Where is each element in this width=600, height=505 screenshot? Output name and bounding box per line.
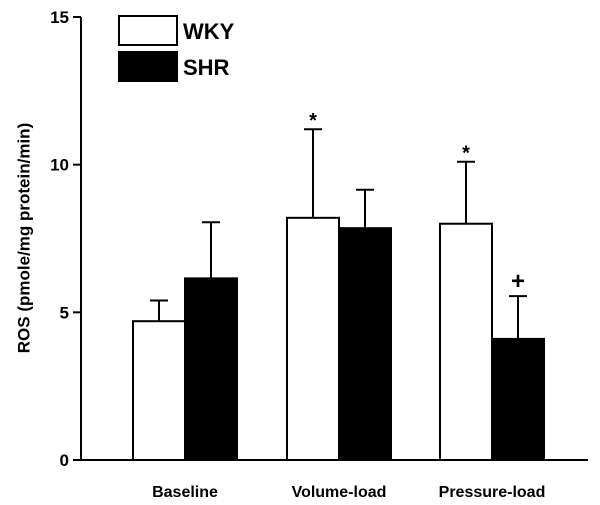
bar-shr bbox=[338, 227, 392, 461]
bar-shr bbox=[491, 337, 545, 461]
significance-markers: * * + bbox=[309, 110, 525, 295]
error-bars bbox=[150, 128, 527, 339]
x-category-label: Volume-load bbox=[292, 484, 387, 501]
bar-wky bbox=[439, 222, 493, 461]
y-tick-label: 5 bbox=[60, 303, 69, 322]
category-labels: Baseline Volume-load Pressure-load bbox=[152, 484, 545, 501]
y-tick-label: 15 bbox=[50, 8, 69, 27]
legend-label-wky: WKY bbox=[183, 19, 235, 44]
y-tick-label: 10 bbox=[50, 156, 69, 175]
significance-plus-marker: + bbox=[511, 268, 525, 295]
y-axis-label: ROS (pmole/mg protein/min) bbox=[14, 123, 33, 353]
bar-wky bbox=[286, 216, 340, 461]
legend-swatch-wky bbox=[118, 15, 178, 46]
y-tick-label: 0 bbox=[60, 451, 69, 470]
bar-shr bbox=[184, 277, 238, 461]
x-category-label: Pressure-load bbox=[439, 484, 546, 501]
legend-label-shr: SHR bbox=[183, 55, 230, 80]
legend: WKY SHR bbox=[118, 15, 235, 82]
legend-swatch-shr bbox=[118, 51, 178, 82]
x-category-label: Baseline bbox=[152, 484, 218, 501]
bar-wky bbox=[132, 320, 186, 461]
significance-star-marker: * bbox=[309, 110, 317, 132]
significance-star-marker: * bbox=[462, 143, 470, 165]
bars bbox=[132, 216, 545, 461]
y-ticks: 0 5 10 15 bbox=[50, 8, 81, 470]
